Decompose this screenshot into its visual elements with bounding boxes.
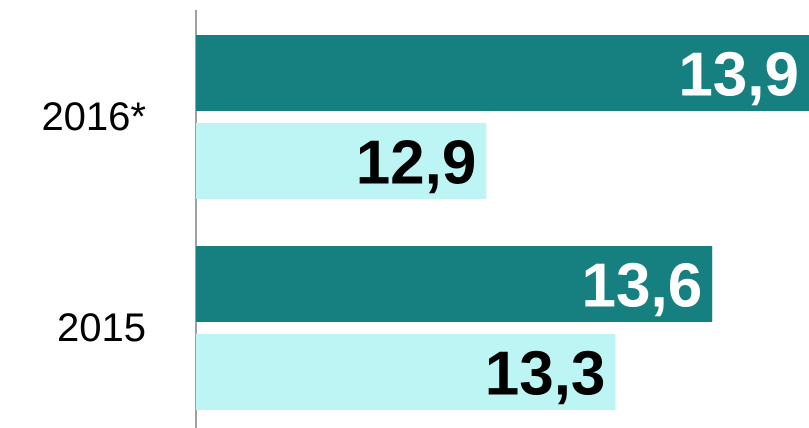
value-label: 12,9: [356, 129, 477, 198]
bar: [196, 35, 809, 111]
bar: [196, 334, 616, 410]
bar: [196, 246, 713, 322]
value-label: 13,9: [678, 41, 799, 110]
bar: [196, 123, 487, 199]
category-label: 2015: [57, 306, 146, 350]
category-label: 2016*: [41, 95, 146, 139]
value-label: 13,3: [485, 340, 606, 409]
value-label: 13,6: [582, 252, 703, 321]
